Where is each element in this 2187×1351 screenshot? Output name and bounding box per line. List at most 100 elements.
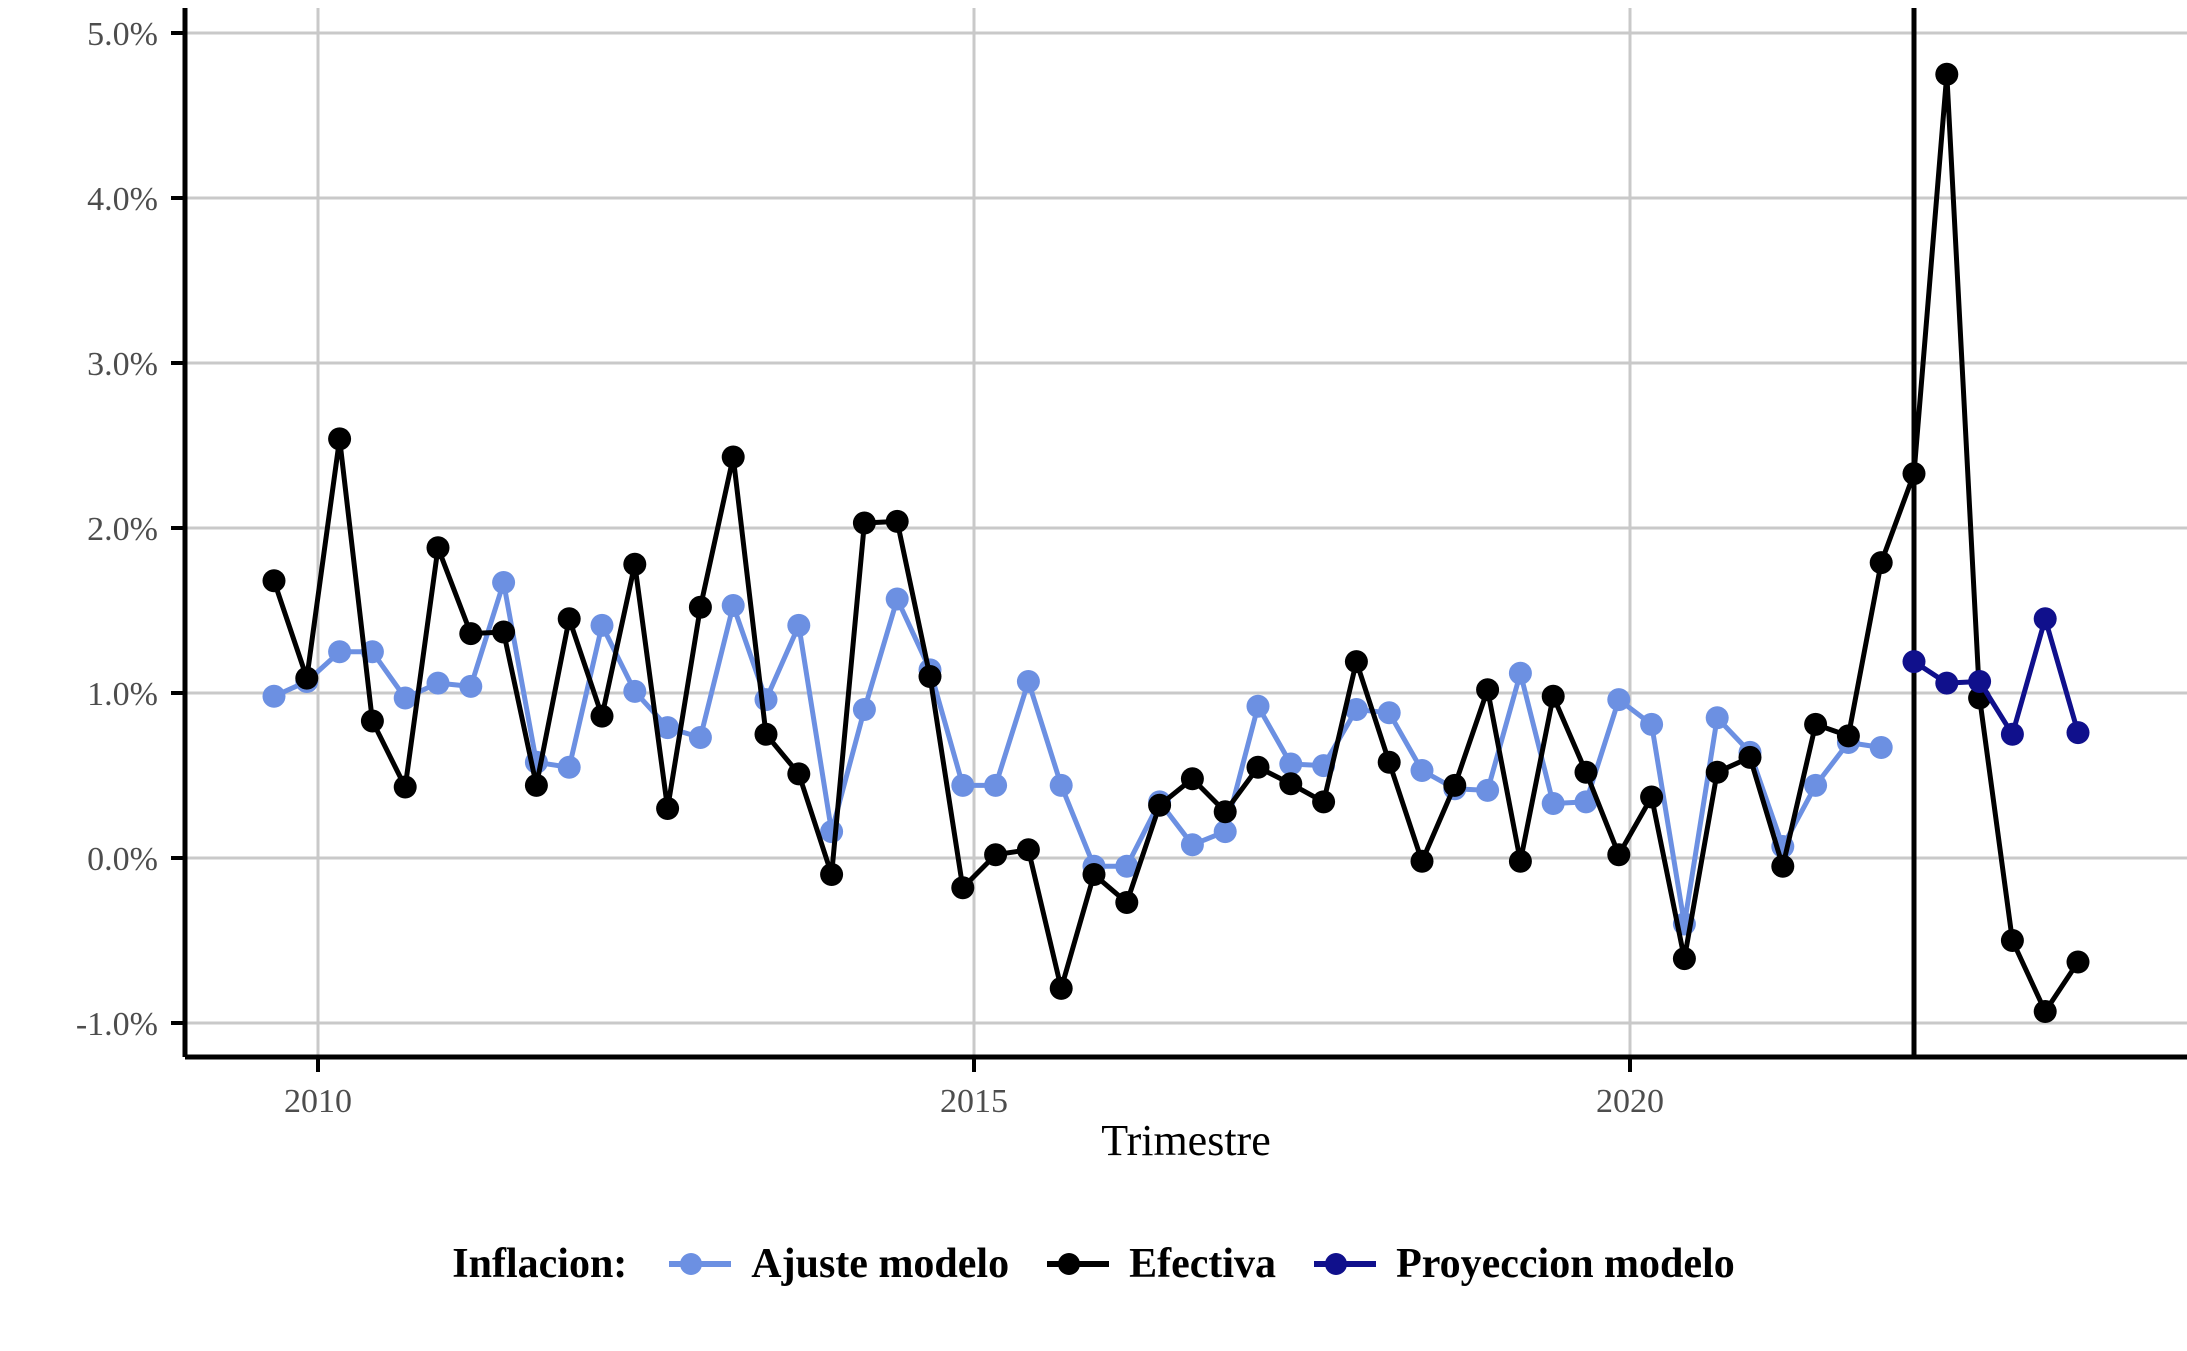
x-tick-label: 2020: [1596, 1083, 1664, 1120]
data-point-efectiva: [557, 607, 581, 631]
data-point-ajuste-modelo: [1508, 661, 1532, 685]
data-point-efectiva: [1541, 684, 1565, 708]
data-point-efectiva: [688, 595, 712, 619]
data-point-efectiva: [492, 620, 516, 644]
legend-item-ajuste-modelo: Ajuste modelo: [667, 1240, 1009, 1288]
legend-item-label: Efectiva: [1129, 1241, 1277, 1287]
data-point-efectiva: [1607, 843, 1631, 867]
data-point-efectiva: [852, 511, 876, 535]
data-point-proyeccion-modelo: [1935, 671, 1959, 695]
data-point-efectiva: [2000, 929, 2024, 952]
y-tick-label: 0.0%: [87, 841, 158, 878]
legend: Inflacion: Ajuste modelo Efectiva Proyecci…: [0, 1224, 2187, 1304]
data-point-ajuste-modelo: [656, 716, 680, 740]
data-point-efectiva: [360, 709, 384, 733]
data-point-ajuste-modelo: [557, 755, 581, 779]
data-point-ajuste-modelo: [1705, 706, 1729, 730]
data-point-ajuste-modelo: [1869, 736, 1893, 759]
data-point-efectiva: [1049, 976, 1073, 1000]
data-point-efectiva: [820, 863, 844, 886]
data-point-efectiva: [1836, 724, 1860, 748]
series-line-ajuste-modelo: [272, 580, 1882, 927]
data-point-efectiva: [1246, 755, 1270, 779]
data-point-efectiva: [1443, 773, 1467, 797]
data-point-efectiva: [1869, 551, 1893, 575]
legend-marker-icon: [1047, 1253, 1110, 1275]
legend-title: Inflacion:: [452, 1241, 628, 1287]
legend-marker-icon: [1314, 1253, 1377, 1275]
data-point-ajuste-modelo: [1574, 790, 1598, 814]
data-point-ajuste-modelo: [984, 773, 1008, 797]
data-point-ajuste-modelo: [393, 686, 417, 710]
data-point-ajuste-modelo: [1541, 792, 1565, 815]
data-point-efectiva: [787, 762, 811, 786]
data-point-efectiva: [918, 665, 942, 688]
data-point-efectiva: [1213, 800, 1237, 824]
data-point-ajuste-modelo: [1213, 820, 1237, 844]
data-point-efectiva: [1640, 785, 1664, 809]
legend-marker-icon: [669, 1253, 732, 1275]
data-point-efectiva: [623, 552, 647, 576]
data-point-efectiva: [459, 622, 483, 646]
data-point-ajuste-modelo: [852, 698, 876, 721]
data-point-efectiva: [1672, 947, 1696, 971]
data-point-efectiva: [721, 445, 745, 469]
data-point-ajuste-modelo: [1049, 773, 1073, 797]
data-point-efectiva: [590, 704, 614, 728]
legend-item-proyeccion-modelo: Proyeccion modelo: [1312, 1240, 1735, 1288]
data-point-ajuste-modelo: [623, 679, 647, 703]
data-point-ajuste-modelo: [1279, 752, 1303, 776]
data-point-efectiva: [524, 773, 548, 797]
data-point-efectiva: [1771, 854, 1795, 878]
data-point-efectiva: [1902, 462, 1926, 486]
y-tick-label: 5.0%: [87, 16, 158, 53]
data-point-efectiva: [1738, 745, 1762, 769]
legend-item-label: Ajuste modelo: [751, 1241, 1010, 1287]
data-point-efectiva: [262, 569, 286, 593]
data-point-ajuste-modelo: [1016, 670, 1040, 693]
data-point-ajuste-modelo: [754, 688, 778, 712]
data-point-efectiva: [1574, 760, 1598, 784]
x-axis-title: Trimestre: [1101, 1116, 1271, 1165]
data-point-ajuste-modelo: [1607, 688, 1631, 712]
data-point-efectiva: [885, 509, 909, 533]
data-point-efectiva: [1705, 760, 1729, 784]
data-point-ajuste-modelo: [1640, 712, 1664, 736]
data-point-efectiva: [328, 427, 352, 451]
legend-items: Ajuste modelo Efectiva Proyeccion modelo: [667, 1240, 1735, 1288]
data-point-ajuste-modelo: [721, 594, 745, 617]
data-point-efectiva: [1410, 849, 1434, 873]
data-point-ajuste-modelo: [1246, 694, 1270, 718]
data-point-efectiva: [393, 775, 417, 799]
data-point-efectiva: [1180, 767, 1204, 791]
data-point-ajuste-modelo: [590, 613, 614, 637]
data-point-efectiva: [1148, 793, 1172, 817]
data-point-efectiva: [1476, 678, 1500, 702]
data-point-ajuste-modelo: [262, 684, 286, 708]
data-point-efectiva: [295, 666, 319, 690]
data-point-ajuste-modelo: [492, 571, 516, 594]
data-point-proyeccion-modelo: [2066, 721, 2090, 745]
data-point-ajuste-modelo: [885, 587, 909, 611]
y-tick-label: 1.0%: [87, 676, 158, 713]
data-series: [262, 62, 2090, 1023]
y-tick-label: 3.0%: [87, 346, 158, 383]
data-point-efectiva: [951, 876, 975, 900]
data-point-proyeccion-modelo: [2033, 607, 2057, 631]
data-point-efectiva: [984, 843, 1008, 867]
data-point-ajuste-modelo: [787, 613, 811, 637]
data-point-ajuste-modelo: [820, 820, 844, 844]
data-point-efectiva: [1804, 712, 1828, 736]
data-point-ajuste-modelo: [1476, 778, 1500, 802]
data-point-ajuste-modelo: [1115, 854, 1139, 878]
data-point-ajuste-modelo: [426, 671, 450, 695]
axis-tick-labels: 5.0% 4.0% 3.0% 2.0% 1.0% 0.0% -1.0% 2010 2015 202…: [76, 16, 1664, 1120]
data-point-efectiva: [754, 722, 778, 746]
data-point-efectiva: [1344, 650, 1368, 674]
data-point-efectiva: [1279, 772, 1303, 796]
data-point-proyeccion-modelo: [1902, 650, 1926, 674]
legend-item-label: Proyeccion modelo: [1396, 1241, 1735, 1287]
data-point-proyeccion-modelo: [2000, 722, 2024, 746]
data-point-efectiva: [1935, 62, 1959, 86]
